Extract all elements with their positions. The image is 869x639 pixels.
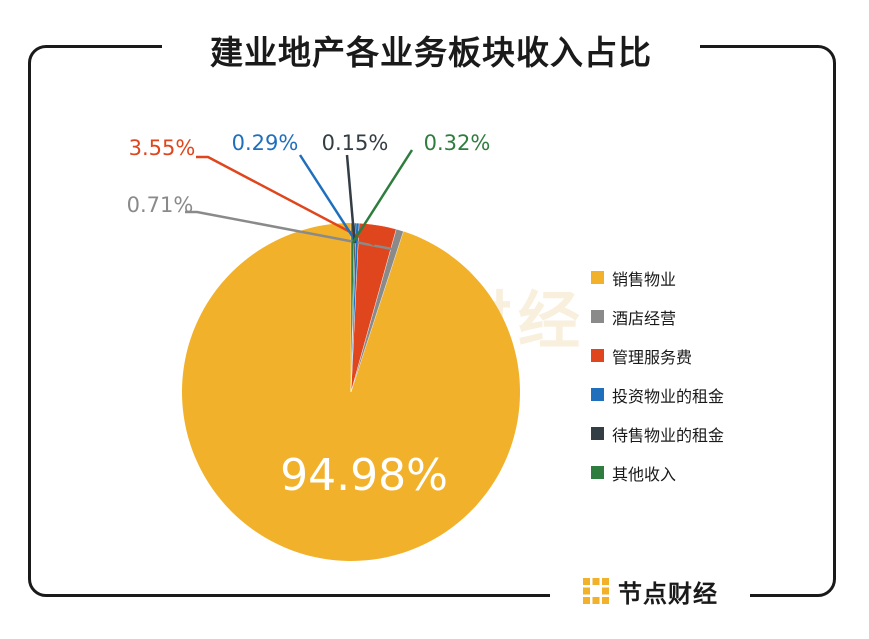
legend-item: 其他收入 bbox=[591, 453, 811, 492]
legend-label: 酒店经营 bbox=[612, 308, 677, 328]
data-label: 0.29% bbox=[232, 131, 299, 155]
leader-line bbox=[185, 210, 395, 251]
data-label: 94.98% bbox=[280, 450, 448, 501]
footer-brand-name: 节点财经 bbox=[618, 579, 718, 608]
legend-item: 酒店经营 bbox=[591, 297, 811, 336]
legend-swatch bbox=[591, 310, 604, 323]
legend-item: 待售物业的租金 bbox=[591, 414, 811, 453]
leader-line bbox=[345, 154, 356, 244]
legend-item: 管理服务费 bbox=[591, 336, 811, 375]
leader-line bbox=[196, 155, 376, 247]
legend-swatch bbox=[591, 388, 604, 401]
legend-swatch bbox=[591, 349, 604, 362]
legend-swatch bbox=[591, 427, 604, 440]
legend-swatch bbox=[591, 271, 604, 284]
legend-label: 销售物业 bbox=[612, 269, 677, 289]
legend-item: 销售物业 bbox=[591, 258, 811, 297]
legend-label: 待售物业的租金 bbox=[612, 425, 725, 445]
legend-label: 其他收入 bbox=[612, 464, 677, 484]
chart-title-box: 建业地产各业务板块收入占比 bbox=[162, 28, 700, 72]
data-label: 3.55% bbox=[129, 136, 196, 160]
legend-item: 投资物业的租金 bbox=[591, 375, 811, 414]
legend: 销售物业酒店经营管理服务费投资物业的租金 待售物业的租金 其他收入 bbox=[591, 258, 811, 492]
chart-title: 建业地产各业务板块收入占比 bbox=[210, 33, 652, 72]
legend-swatch bbox=[591, 466, 604, 479]
brand-logo-icon bbox=[583, 578, 609, 604]
data-label: 0.32% bbox=[424, 131, 491, 155]
footer-brand-box: 节点财经 bbox=[550, 570, 750, 612]
leader-line bbox=[298, 154, 358, 244]
leader-line bbox=[351, 149, 414, 244]
data-label: 0.15% bbox=[322, 131, 389, 155]
legend-label: 投资物业的租金 bbox=[612, 386, 725, 406]
legend-label: 管理服务费 bbox=[612, 347, 693, 367]
data-label: 0.71% bbox=[127, 193, 194, 217]
